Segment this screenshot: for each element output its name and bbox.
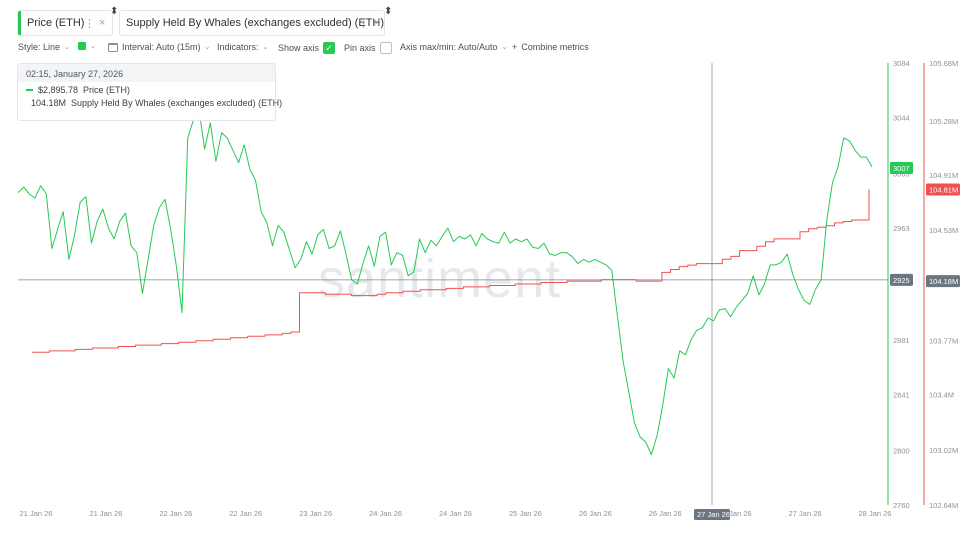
supply-series-line [32,189,870,353]
price-axis-tick: 3044 [893,114,910,123]
chevron-down-icon: ⌄ [501,44,508,51]
supply-current-badge-bg [926,183,960,196]
x-axis-tick: 26 Jan 26 [579,509,612,518]
axis-value-badges: 3007 2925 104.81M 104.18M 27 Jan 26 [694,162,960,520]
crosshair-date-badge: 27 Jan 26 [697,510,730,519]
x-axis-tick: 23 Jan 26 [299,509,332,518]
supply-axis-tick: 104.91M [929,171,958,180]
combine-metrics-button[interactable]: + Combine metrics [512,42,589,52]
pin-axis-label: Pin axis [344,43,376,53]
show-axis-label: Show axis [278,43,320,53]
price-crosshair-badge: 2925 [893,276,910,285]
price-crosshair-badge-bg [890,273,913,286]
crosshair [18,63,888,505]
x-axis-tick: 25 Jan 26 [509,509,542,518]
metric-tab-whale-supply[interactable]: Supply Held By Whales (exchanges exclude… [119,10,385,36]
supply-current-badge: 104.81M [929,185,958,194]
color-swatch [78,42,86,50]
style-label: Style: Line [18,42,61,52]
axis-minmax-label: Axis max/min: Auto/Auto [400,42,498,52]
combine-metrics-label: Combine metrics [521,42,589,52]
style-dropdown[interactable]: Style: Line ⌄ [18,42,70,52]
pin-axis-toggle[interactable]: Pin axis [344,42,392,54]
chart-series [17,108,873,455]
interval-label: Interval: Auto (15m) [122,42,201,52]
metric-tab-label: Price (ETH) [27,17,85,29]
axis-minmax-dropdown[interactable]: Axis max/min: Auto/Auto ⌄ [400,42,507,52]
x-axis-tick: 21 Jan 26 [20,509,53,518]
price-axis-tick: 2881 [893,336,910,345]
tooltip-value: 104.18M [31,98,67,108]
price-axis-tick: 3084 [893,59,910,68]
x-axis-tick: 27 Jan 26 [719,509,752,518]
legend-line-icon [26,89,33,91]
chevron-down-icon: ⌄ [204,44,211,51]
plus-icon: + [512,42,518,52]
tooltip-date: 02:15, January 27, 2026 [18,64,275,82]
show-axis-toggle[interactable]: Show axis ✓ [278,42,336,54]
x-axis-tick: 24 Jan 26 [439,509,472,518]
checkbox-unchecked-icon[interactable] [379,42,392,54]
tooltip-row-price: $2,895.78 Price (ETH) [18,82,275,95]
tooltip-metric: Supply Held By Whales (exchanges exclude… [71,98,283,108]
price-current-badge-bg [890,162,913,175]
indicators-label: Indicators: [217,42,259,52]
supply-axis-tick: 105.28M [929,117,958,126]
price-axis-tick: 2800 [893,446,910,455]
crosshair-date-badge-bg [694,509,730,520]
supply-axis-tick: 103.4M [929,391,954,400]
interval-dropdown[interactable]: Interval: Auto (15m) ⌄ [108,42,210,52]
metric-tabs: Price (ETH) ⋮ × ⬍ Supply Held By Whales … [0,0,960,40]
supply-axis-tick: 104.53M [929,226,958,235]
tooltip-row-supply: 104.18M Supply Held By Whales (exchanges… [18,95,282,108]
close-icon[interactable]: × [374,17,381,29]
close-icon[interactable]: × [99,17,106,29]
chevron-down-icon: ⌄ [64,44,70,51]
chevron-down-icon: ⌄ [262,44,269,51]
chevron-down-icon: ⌄ [90,43,96,50]
supply-crosshair-badge: 104.18M [929,277,958,286]
price-axis-tick: 2841 [893,391,910,400]
tooltip-value: $2,895.78 [38,85,79,95]
watermark: santiment [318,249,561,309]
drag-handle-icon[interactable]: ⬍ [110,6,119,17]
checkbox-checked-icon[interactable]: ✓ [323,42,336,54]
chart-axes: 30843044300329632881284128002760105.68M1… [20,59,959,518]
supply-axis-tick: 103.02M [929,446,958,455]
metric-color-bar [18,11,21,35]
x-axis-tick: 28 Jan 26 [859,509,892,518]
price-axis-tick: 2963 [893,224,910,233]
price-series-line [17,108,873,455]
color-picker[interactable]: ⌄ [78,42,96,50]
metric-tab-label: Supply Held By Whales (exchanges exclude… [126,17,385,29]
chart-toolbar: Style: Line ⌄ ⌄ Interval: Auto (15m) ⌄ I… [0,40,960,56]
supply-axis-tick: 103.77M [929,337,958,346]
price-axis-tick: 2760 [893,501,910,510]
x-axis-tick: 22 Jan 26 [229,509,262,518]
x-axis-tick: 22 Jan 26 [159,509,192,518]
metric-tab-price[interactable]: Price (ETH) ⋮ × [17,10,113,36]
calendar-icon [108,42,118,52]
drag-handle-icon[interactable]: ⬍ [384,6,393,17]
supply-axis-tick: 105.68M [929,59,958,68]
indicators-dropdown[interactable]: Indicators: ⌄ [217,42,268,52]
x-axis-tick: 21 Jan 26 [89,509,122,518]
x-axis-tick: 26 Jan 26 [649,509,682,518]
supply-crosshair-badge-bg [926,275,960,288]
x-axis-tick: 24 Jan 26 [369,509,402,518]
vertical-dots-icon[interactable]: ⋮ [358,17,369,30]
x-axis-tick: 27 Jan 26 [789,509,822,518]
hover-tooltip: 02:15, January 27, 2026 $2,895.78 Price … [17,63,282,121]
supply-axis-tick: 102.64M [929,501,958,510]
vertical-dots-icon[interactable]: ⋮ [84,17,95,30]
tooltip-metric: Price (ETH) [83,85,131,95]
price-current-badge: 3007 [893,164,910,173]
